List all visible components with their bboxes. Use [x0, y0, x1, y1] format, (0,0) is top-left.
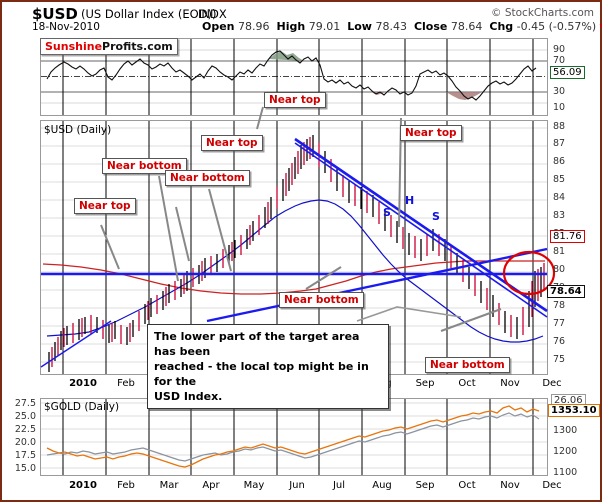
close-value: 78.64: [450, 20, 483, 33]
analysis-note-box: The lower part of the target area has be…: [147, 324, 389, 409]
chg-label: Chg: [489, 20, 514, 33]
hs-right-shoulder-label: S: [432, 210, 440, 223]
high-value: 79.01: [308, 20, 341, 33]
callout-near-top-1: Near top: [74, 198, 136, 214]
chg-down-arrow-icon: ▼: [600, 23, 602, 33]
gold-ytick-17-5: 17.5: [14, 450, 36, 461]
usd-ytick-85: 85: [553, 174, 566, 185]
ohlc-quote-bar: Open 78.96 High 79.01 Low 78.43 Close 78…: [202, 20, 602, 33]
usd-ytick-77: 77: [553, 318, 566, 329]
xtick-nov: Nov: [500, 378, 520, 389]
usd-ytick-88: 88: [553, 121, 566, 132]
gold-ytick-20-0: 20.0: [14, 437, 36, 448]
hs-left-shoulder-label: S: [383, 206, 391, 219]
xtick-bottom-oct: Oct: [458, 480, 476, 491]
xtick-dec: Dec: [542, 378, 562, 389]
rsi-ytick-90: 90: [553, 44, 566, 55]
low-label: Low: [347, 20, 372, 33]
stockcharts-credit: © StockCharts.com: [491, 7, 594, 19]
sunshine-profits-logo: SunshineProfits.com: [40, 38, 178, 55]
logo-profits-text: Profits.com: [102, 40, 173, 53]
usd-ytick-86: 86: [553, 156, 566, 167]
xtick-bottom-nov: Nov: [500, 480, 520, 491]
usd-ytick-81: 81: [553, 246, 566, 257]
xtick-bottom-aug: Aug: [372, 480, 392, 491]
gold-ytick-25-0: 25.0: [14, 411, 36, 422]
rsi-current-value-tag: 56.09: [550, 66, 585, 79]
note-line-1: The lower part of the target area has be…: [154, 330, 360, 358]
gold-ytick-1200: 1200: [553, 446, 578, 457]
xtick-bottom-apr: Apr: [202, 480, 220, 491]
usd-last-price-tag: 78.64: [547, 285, 585, 298]
open-label: Open: [202, 20, 235, 33]
xtick-feb: Feb: [117, 378, 135, 389]
xtick-bottom-sep: Sep: [415, 480, 435, 491]
usd-series-label: $USD (Daily): [44, 124, 112, 136]
usd-ytick-83: 83: [553, 210, 566, 221]
rsi-ytick-70: 70: [553, 55, 566, 66]
highlight-ellipse: [502, 250, 556, 296]
gold-ytick-1100: 1100: [553, 467, 578, 478]
usd-ytick-78: 78: [553, 300, 566, 311]
usd-ytick-80: 80: [553, 264, 566, 275]
high-label: High: [276, 20, 306, 33]
usd-resistance-tag: 81.76: [550, 230, 585, 243]
xtick-bottom-mar: Mar: [159, 480, 179, 491]
chg-value: -0.45 (-0.57%): [516, 20, 597, 33]
xtick-bottom-may: May: [243, 480, 265, 491]
usd-ytick-87: 87: [553, 138, 566, 149]
symbol-ticker: $USD: [32, 5, 78, 23]
symbol-exchange: INDX: [198, 7, 227, 21]
gold-silver-plot: [41, 399, 547, 475]
hs-head-label: H: [405, 194, 415, 207]
callout-near-bottom-4: Near bottom: [425, 357, 510, 373]
quote-date: 18-Nov-2010: [32, 21, 100, 33]
rsi-ytick-30: 30: [553, 86, 566, 97]
chart-header: $USD (US Dollar Index (EOD)) INDX © Stoc…: [2, 2, 602, 33]
low-value: 78.43: [375, 20, 407, 33]
close-label: Close: [413, 20, 448, 33]
rsi-ytick-10: 10: [553, 102, 566, 113]
note-line-3: USD Index.: [154, 390, 223, 403]
callout-near-top-3: Near top: [400, 125, 462, 141]
note-line-2: reached - the local top might be in for …: [154, 360, 369, 388]
usd-price-plot: [40, 106, 556, 374]
callout-near-top-peak: Near top: [264, 92, 326, 108]
callout-near-bottom-3: Near bottom: [279, 292, 364, 308]
xtick-bottom-dec: Dec: [542, 480, 562, 491]
open-value: 78.96: [238, 20, 270, 33]
callout-near-top-2: Near top: [201, 135, 263, 151]
gold-ytick-27-5: 27.5: [14, 398, 36, 409]
xtick-oct: Oct: [458, 378, 476, 389]
callout-near-bottom-2: Near bottom: [165, 170, 250, 186]
gold-ytick-22-5: 22.5: [14, 424, 36, 435]
xtick-2010: 2010: [69, 378, 97, 389]
xtick-bottom-jul: Jul: [332, 480, 346, 491]
upper-trendline: [294, 137, 548, 313]
gold-ytick-1300: 1300: [553, 425, 578, 436]
gold-ytick-15-0: 15.0: [14, 463, 36, 474]
usd-ytick-76: 76: [553, 336, 566, 347]
xtick-bottom-feb: Feb: [117, 480, 135, 491]
usd-ytick-84: 84: [553, 192, 566, 203]
usd-ytick-75: 75: [553, 354, 566, 365]
gold-panel: [40, 398, 548, 476]
gold-last-tag: 1353.10: [548, 404, 600, 417]
symbol-description: (US Dollar Index (EOD)): [81, 7, 217, 21]
xtick-bottom-jun: Jun: [289, 480, 305, 491]
rising-trendline: [206, 247, 548, 323]
xtick-bottom-2010: 2010: [69, 480, 97, 491]
logo-sunshine-text: Sunshine: [45, 40, 103, 53]
xtick-sep: Sep: [415, 378, 435, 389]
gold-series-label: $GOLD (Daily): [44, 401, 120, 413]
